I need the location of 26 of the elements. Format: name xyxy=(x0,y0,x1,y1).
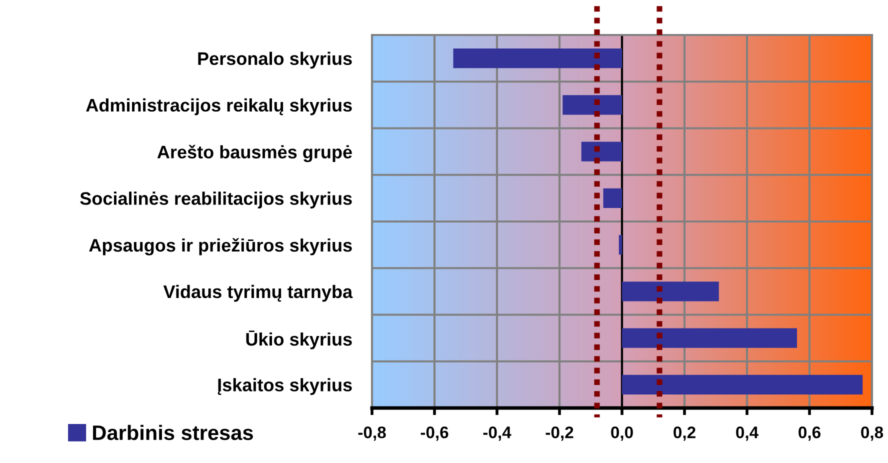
x-tick-label: -0,2 xyxy=(546,426,574,441)
x-tick-label: -0,4 xyxy=(483,426,512,441)
bar xyxy=(622,374,863,394)
bar xyxy=(453,48,622,68)
x-tick-label: 0,4 xyxy=(736,426,758,441)
x-tick-label: -0,8 xyxy=(358,426,386,441)
x-tick-label: -0,6 xyxy=(420,426,448,441)
x-tick-label: 0,6 xyxy=(798,426,820,441)
y-tick-label: Įskaitos skyrius xyxy=(218,378,352,395)
y-tick-label: Administracijos reikalų skyrius xyxy=(86,98,352,116)
legend-label: Darbinis stresas xyxy=(93,424,253,440)
bar xyxy=(622,328,797,348)
bar xyxy=(581,142,622,162)
y-tick-label: Apsaugos ir priežiūros skyrius xyxy=(89,238,352,256)
y-tick-label: Socialinės reabilitacijos skyrius xyxy=(80,192,352,208)
bar xyxy=(618,235,622,255)
x-tick-label: 0,8 xyxy=(861,426,884,441)
x-tick-label: 0,2 xyxy=(674,426,696,441)
y-tick-label: Ūkio skyrius xyxy=(246,330,352,350)
y-tick-label: Arešto bausmės grupė xyxy=(157,144,352,162)
y-tick-label: Vidaus tyrimų tarnyba xyxy=(163,284,353,302)
bar xyxy=(562,95,622,115)
y-tick-label: Personalo skyrius xyxy=(198,52,352,69)
x-tick-label: 0,0 xyxy=(611,426,633,441)
bar xyxy=(603,188,622,208)
bar xyxy=(622,282,719,302)
